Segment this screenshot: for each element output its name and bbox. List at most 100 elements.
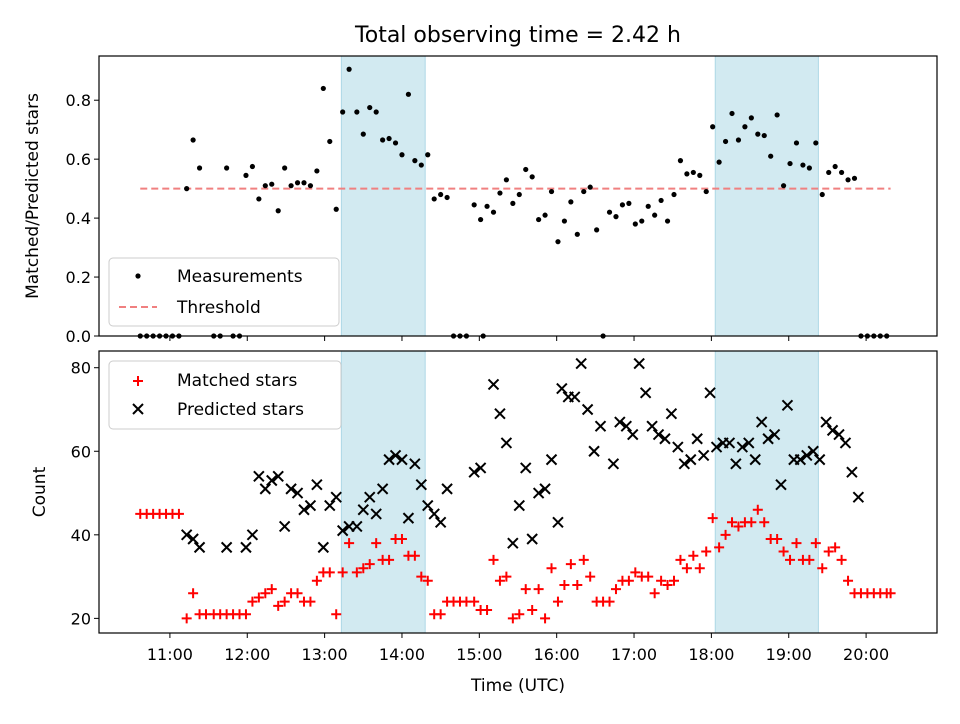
predicted-star-point [336, 524, 349, 537]
predicted-star-point [607, 458, 620, 470]
predicted-star-point [620, 420, 633, 432]
measurement-point [301, 180, 307, 186]
x-tick-label: 15:00 [456, 645, 502, 664]
y-tick-label: 80 [71, 359, 91, 378]
x-tick-label: 13:00 [302, 645, 348, 664]
measurement-point [574, 231, 580, 237]
predicted-star-point [704, 387, 716, 399]
measurement-point [729, 110, 735, 117]
matched-star-point [707, 513, 718, 524]
predicted-star-point [665, 407, 678, 420]
x-tick-label: 19:00 [766, 645, 812, 664]
legend-measurements-label: Measurements [177, 267, 303, 287]
measurement-point [386, 135, 392, 142]
top-panel-frame [98, 55, 938, 337]
measurement-point [561, 218, 568, 224]
measurement-point [832, 163, 838, 170]
predicted-star-point [357, 504, 369, 516]
matched-star-point [714, 542, 725, 553]
predicted-star-point [532, 487, 545, 499]
measurement-point [793, 140, 800, 146]
matched-star-point [578, 554, 589, 565]
matched-star-point [752, 504, 763, 515]
predicted-star-point [193, 541, 206, 554]
matched-star-point [409, 550, 420, 561]
predicted-star-point [520, 462, 532, 474]
predicted-star-point [370, 508, 382, 520]
measurement-point [645, 203, 651, 209]
measurement-point [755, 131, 761, 137]
matched-star-point [823, 546, 834, 557]
predicted-star-point [500, 437, 513, 449]
matched-star-point [630, 567, 641, 578]
bottom-panel-y-label: Count [30, 466, 50, 517]
measurement-point [826, 169, 832, 176]
measurement-point [684, 171, 690, 177]
measurement-point [690, 169, 696, 176]
measurement-point [851, 175, 858, 181]
matched-star-point [746, 517, 757, 528]
matched-star-point [501, 571, 512, 582]
predicted-star-point [833, 428, 845, 441]
shaded-time-region [340, 55, 426, 337]
matched-star-point [358, 563, 369, 574]
predicted-star-point [594, 420, 607, 432]
measurement-point [722, 138, 729, 145]
matched-star-point [364, 559, 375, 570]
matched-star-point [785, 554, 796, 565]
matched-star-point [311, 575, 322, 586]
predicted-star-point [317, 541, 330, 554]
predicted-star-point [376, 483, 389, 495]
matched-star-point [675, 554, 686, 565]
matched-star-point [772, 534, 783, 544]
measurement-point [392, 140, 399, 146]
predicted-star-point [552, 516, 564, 528]
matched-star-point [273, 600, 284, 611]
measurement-point [710, 124, 716, 130]
shaded-time-region [714, 350, 819, 634]
predicted-star-point [507, 537, 519, 549]
predicted-star-point [396, 453, 408, 466]
predicted-star-point [768, 428, 781, 441]
predicted-star-point [220, 541, 233, 554]
measurement-point [838, 169, 845, 176]
measurement-point [269, 181, 275, 187]
matched-stars-layer [135, 504, 896, 624]
x-tick-label: 20:00 [843, 645, 889, 664]
measurement-point [425, 152, 431, 158]
predicted-star-point [588, 445, 600, 457]
measurement-point [333, 206, 339, 212]
y-tick-label: 60 [71, 442, 91, 461]
measurement-point [542, 212, 548, 218]
predicted-star-point [730, 458, 742, 470]
measurement-point [716, 159, 722, 165]
predicted-star-point [324, 499, 336, 512]
x-tick-label: 17:00 [611, 645, 657, 664]
predicted-star-point [526, 533, 538, 545]
matched-star-point [791, 538, 802, 549]
matched-star-point [240, 609, 251, 620]
matched-star-point [507, 613, 518, 624]
matched-star-point [482, 605, 493, 616]
shaded-time-region [714, 55, 819, 337]
predicted-stars-layer [180, 357, 865, 554]
matched-star-point [247, 596, 258, 607]
bottom-panel-legend: Matched stars Predicted stars [108, 360, 342, 430]
matched-star-point [688, 550, 699, 561]
predicted-star-point [441, 483, 453, 495]
x-tick-label: 16:00 [534, 645, 580, 664]
matched-star-point [514, 609, 525, 620]
y-tick-label: 0.6 [66, 150, 91, 169]
matched-star-point [324, 567, 335, 578]
predicted-star-point [639, 387, 652, 399]
measurement-point [196, 165, 203, 171]
measurement-point [340, 109, 346, 115]
matched-star-point [572, 579, 583, 590]
predicted-star-point [383, 453, 395, 466]
measurement-point [484, 203, 490, 209]
top-panel: 0.00.20.40.60.8 Matched/Predicted stars … [23, 55, 938, 346]
matched-star-point [546, 563, 557, 574]
measurement-point [626, 200, 632, 206]
predicted-star-point [291, 487, 304, 499]
